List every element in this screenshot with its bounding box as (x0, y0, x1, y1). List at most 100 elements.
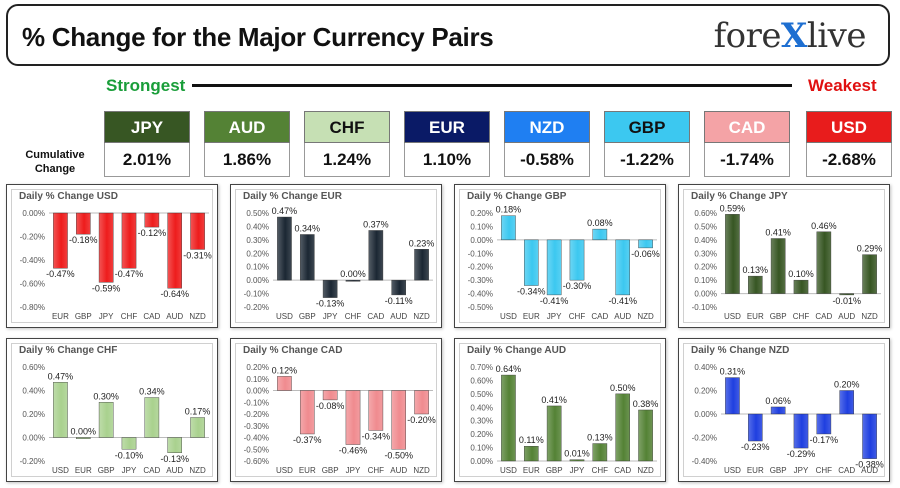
data-label: -0.31% (183, 250, 212, 260)
bar-chf (368, 390, 384, 431)
data-label: -0.23% (741, 442, 770, 452)
y-tick-label: 0.10% (694, 276, 717, 285)
y-tick-label: -0.60% (20, 280, 45, 289)
bar-eur (53, 212, 68, 269)
y-tick-label: 0.30% (694, 249, 717, 258)
bar-aud (167, 212, 182, 289)
chart-panel-chf: Daily % Change CHF 0.60% 0.40% 0.20% 0.00% -0… (6, 338, 218, 482)
data-label: 0.30% (93, 391, 119, 401)
data-label: 0.13% (587, 433, 613, 443)
currency-cumulative-value: -0.58% (504, 143, 590, 177)
x-tick-label: GBP (770, 312, 787, 321)
bar-aud (167, 437, 182, 453)
data-label: 0.20% (834, 380, 860, 390)
x-tick-label: NZD (637, 312, 654, 321)
bar-jpy (569, 459, 585, 462)
page-title: % Change for the Major Currency Pairs (22, 22, 494, 52)
data-label: -0.41% (540, 296, 569, 306)
chart-panel-usd: Daily % Change USD 0.00% -0.20% -0.40% -0.60… (6, 184, 218, 328)
y-tick-label: 0.00% (694, 290, 717, 299)
bar-cad (368, 230, 384, 281)
bar-chart: 0.50% 0.40% 0.30% 0.20% 0.10% 0.00% -0.10% -0.2… (244, 206, 435, 321)
y-tick-label: -0.20% (468, 263, 493, 272)
y-tick-label: 0.00% (470, 457, 493, 466)
bar-nzd (190, 417, 205, 438)
y-tick-label: -0.40% (20, 256, 45, 265)
data-label: 0.17% (185, 407, 211, 417)
x-tick-label: AUD (614, 312, 631, 321)
strongest-label: Strongest (106, 76, 186, 95)
x-tick-label: EUR (52, 312, 69, 321)
y-tick-label: 0.20% (694, 263, 717, 272)
bar-aud (862, 413, 877, 459)
chart-panel-nzd: Daily % Change NZD 0.40% 0.20% 0.00% -0.20% -… (678, 338, 890, 482)
x-tick-label: AUD (861, 466, 878, 475)
data-label: -0.38% (855, 460, 884, 470)
data-label: -0.29% (787, 449, 816, 459)
x-tick-label: CAD (591, 312, 608, 321)
bar-jpy (322, 279, 338, 298)
x-tick-label: EUR (75, 466, 92, 475)
x-tick-label: CAD (367, 312, 384, 321)
bar-nzd (862, 254, 877, 294)
currency-name: CAD (704, 111, 790, 143)
data-label: -0.11% (385, 296, 413, 306)
bar-chf (793, 279, 809, 294)
data-label: -0.47% (115, 269, 144, 279)
currency-box-nzd: NZD -0.58% (504, 111, 590, 177)
bar-cad (816, 231, 832, 294)
bar-jpy (793, 413, 809, 449)
currency-name: NZD (504, 111, 590, 143)
chart-title: Daily % Change JPY (691, 191, 788, 202)
y-tick-label: -0.10% (244, 398, 269, 407)
x-tick-label: AUD (166, 312, 183, 321)
y-tick-label: 0.30% (246, 236, 269, 245)
data-label: 0.46% (811, 221, 837, 231)
bar-cad (144, 212, 160, 228)
y-tick-label: 0.00% (246, 387, 269, 396)
bar-nzd (414, 390, 429, 415)
y-tick-label: -0.20% (20, 457, 45, 466)
y-tick-label: 0.30% (470, 417, 493, 426)
currency-box-eur: EUR 1.10% (404, 111, 490, 177)
x-tick-label: CAD (143, 466, 160, 475)
bar-eur (747, 413, 763, 442)
x-tick-label: JPY (547, 312, 562, 321)
x-tick-label: CHF (569, 312, 586, 321)
x-tick-label: EUR (523, 312, 540, 321)
data-label: -0.64% (160, 289, 189, 299)
data-label: 0.23% (409, 238, 435, 248)
y-tick-label: 0.50% (470, 390, 493, 399)
data-label: 0.13% (743, 265, 769, 275)
y-tick-label: 0.70% (470, 363, 493, 372)
bar-usd (725, 214, 740, 294)
bar-eur (75, 437, 91, 439)
currency-name: GBP (604, 111, 690, 143)
bar-jpy (546, 239, 562, 296)
bar-aud (391, 279, 406, 296)
x-tick-label: JPY (99, 312, 114, 321)
chart-panel-cad: Daily % Change CAD 0.20% 0.10% 0.00% -0.10% -… (230, 338, 442, 482)
data-label: 0.00% (340, 269, 366, 279)
data-label: -0.34% (517, 287, 546, 297)
data-label: 0.64% (496, 364, 522, 374)
x-tick-label: GBP (75, 312, 92, 321)
currency-name: USD (806, 111, 892, 143)
bar-nzd (190, 212, 205, 250)
cumulative-change-label: Cumulative Change (25, 149, 85, 175)
x-tick-label: GBP (322, 466, 339, 475)
y-tick-label: 0.20% (22, 410, 45, 419)
y-tick-label: 0.10% (470, 444, 493, 453)
bar-cad (592, 228, 608, 241)
data-label: -0.13% (160, 454, 189, 464)
x-tick-label: CHF (345, 312, 362, 321)
data-label: 0.10% (788, 269, 814, 279)
chart-panel-gbp: Daily % Change GBP 0.20% 0.10% 0.00% -0.10% -… (454, 184, 666, 328)
forexlive-logo[interactable]: foreXlive (713, 16, 867, 56)
x-tick-label: USD (500, 312, 517, 321)
bar-gbp (546, 405, 562, 462)
bar-chf (345, 279, 361, 282)
currency-cumulative-value: -1.74% (704, 143, 790, 177)
data-label: -0.30% (563, 281, 592, 291)
data-label: -0.59% (92, 283, 121, 293)
